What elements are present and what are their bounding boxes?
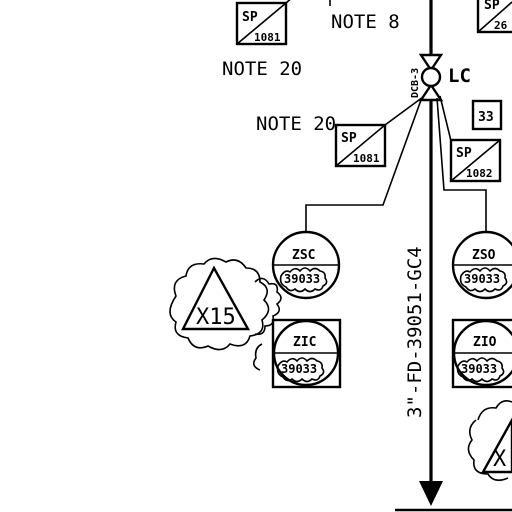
zio-tag: ZIO xyxy=(473,335,497,350)
note-20-mid: NOTE 20 xyxy=(256,113,336,135)
sp-box-top-left: SP 1081 xyxy=(235,0,291,46)
sp-top-right-label: SP xyxy=(484,0,500,13)
valve-side-tag: DCB-3 xyxy=(410,68,421,98)
flow-arrow-icon xyxy=(419,481,443,506)
revision-triangle-left: X15 xyxy=(181,265,251,331)
sp-mid-right-number: 1082 xyxy=(466,167,493,180)
sp-box-top-right: SP 26 xyxy=(476,0,512,34)
sp-box-mid-left: SP 1081 xyxy=(334,123,387,168)
zic-tag: ZIC xyxy=(293,335,316,350)
revision-cloud-right xyxy=(467,400,512,482)
line-number: 3"-FD-39051-GC4 xyxy=(404,246,426,418)
note-20-top: NOTE 20 xyxy=(222,58,302,80)
instrument-zsc[interactable]: ZSC 39033 xyxy=(271,230,341,300)
signal-to-zsc xyxy=(305,99,422,232)
zic-loop: 39033 xyxy=(281,362,317,376)
note-8-label: NOTE 8 xyxy=(331,11,400,33)
valve-label: LC xyxy=(448,65,471,87)
sp-box-mid-right: SP 1082 xyxy=(449,138,502,183)
control-valve[interactable] xyxy=(418,53,444,102)
zso-tag: ZSO xyxy=(472,248,496,263)
zsc-tag: ZSC xyxy=(292,248,315,263)
sp-mid-left-label: SP xyxy=(341,131,357,146)
zio-loop: 39033 xyxy=(461,362,497,376)
instrument-zic[interactable]: ZIC 39033 xyxy=(271,318,342,389)
instrument-zso[interactable]: ZSO 39033 xyxy=(451,230,512,300)
instrument-zio[interactable]: ZIO 39033 xyxy=(451,318,512,389)
zsc-loop: 39033 xyxy=(284,272,320,286)
sp-mid-left-number: 1081 xyxy=(353,152,380,165)
box-33-label: 33 xyxy=(478,110,494,125)
sp-top-left-number: 1081 xyxy=(254,31,281,44)
revision-triangle-right: X xyxy=(480,417,512,474)
revision-cloud-left xyxy=(169,257,282,371)
signal-to-zso xyxy=(436,97,487,232)
box-33 xyxy=(471,99,503,131)
sp-mid-right-label: SP xyxy=(456,146,472,161)
sp-top-left-label: SP xyxy=(242,10,258,25)
sp-top-right-number: 26 xyxy=(494,19,508,32)
zso-loop: 39033 xyxy=(464,272,500,286)
signal-to-sp-mid-right xyxy=(439,95,453,146)
rev-right-label: X xyxy=(493,447,507,472)
signal-to-sp-mid-left xyxy=(384,96,424,126)
rev-left-label: X15 xyxy=(196,305,236,330)
